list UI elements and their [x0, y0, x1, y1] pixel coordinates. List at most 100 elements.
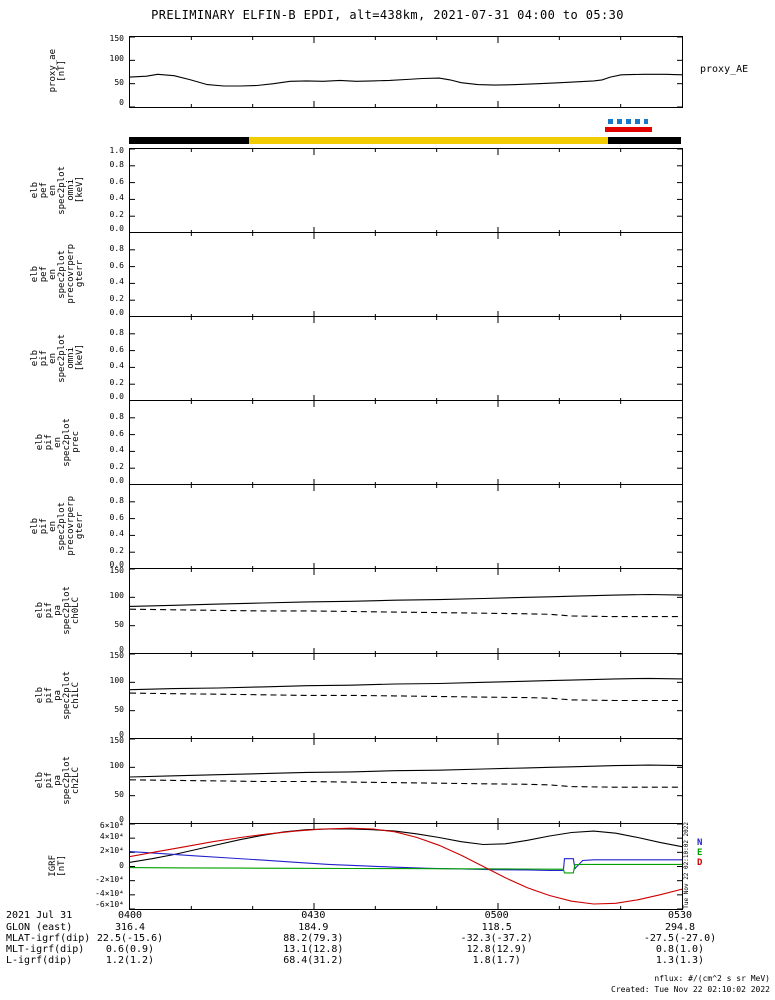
y-axis-title-line: [keV] — [75, 176, 85, 204]
series-ch1lc_lower — [130, 692, 682, 702]
y-tick-label: 0.4 — [109, 445, 124, 455]
science-zone-bar — [129, 137, 681, 144]
panel-elb_pef_en_spec2plot_omni — [129, 148, 683, 234]
y-tick-label: 0.4 — [109, 277, 124, 287]
igrf-component-label-D: D — [697, 858, 703, 868]
series-igrf_total — [130, 828, 682, 863]
ephemeris-value: 316.4 — [114, 922, 146, 933]
ephemeris-value: 1.8(1.7) — [472, 955, 521, 966]
panel-elb_pif_en_spec2plot_omni — [129, 316, 683, 402]
y-tick-label: 0.6 — [109, 260, 124, 270]
y-tick-label: 50 — [114, 789, 124, 799]
y-tick-label: 0.0 — [109, 224, 124, 233]
y-tick-label: 0.4 — [109, 529, 124, 539]
y-axis-title-elb_pif_pa_spec2plot_ch0LC: elb pif pa spec2plot ch0LC — [28, 568, 88, 653]
y-tick-label: 0.8 — [109, 159, 124, 169]
x-tick-label: 0430 — [301, 910, 326, 921]
ephemeris-value: -27.5(-27.0) — [643, 933, 717, 944]
y-axis-title-proxy_ae: proxy_ae [nT] — [28, 36, 88, 106]
y-tick-label: -2×10⁴ — [95, 874, 124, 884]
y-tick-label: 0.8 — [109, 495, 124, 505]
y-tick-label: 150 — [109, 651, 124, 660]
y-tick-label: 100 — [109, 676, 124, 686]
ephemeris-value: 12.8(12.9) — [466, 944, 527, 955]
y-tick-label: 50 — [114, 619, 124, 629]
igrf-component-label-N: N — [697, 838, 703, 848]
y-axis-title-line: [nT] — [57, 854, 67, 877]
y-tick-label: 0.8 — [109, 243, 124, 253]
plot-title: PRELIMINARY ELFIN-B EPDI, alt=438km, 202… — [151, 8, 624, 22]
ephemeris-value: 184.9 — [298, 922, 329, 933]
y-tick-label: 50 — [114, 704, 124, 714]
ephemeris-row-label: L-igrf(dip) — [6, 955, 73, 966]
y-tick-label: 100 — [109, 761, 124, 771]
y-axis-title-elb_pef_en_spec2plot_precovrperp_gterr: elb pef en spec2plot precovrperp gterr — [28, 232, 88, 316]
y-tick-label: 0.8 — [109, 411, 124, 421]
panel-elb_pif_en_spec2plot_prec — [129, 400, 683, 486]
ephemeris-value: -32.3(-37.2) — [460, 933, 533, 944]
y-tick-label: 0.8 — [109, 327, 124, 337]
y-axis-title-line: [keV] — [75, 344, 85, 372]
y-tick-label: 0.0 — [109, 476, 124, 485]
y-tick-label: 100 — [109, 591, 124, 601]
ephemeris-row-label: MLT-igrf(dip) — [6, 944, 85, 955]
y-tick-label: 0.2 — [109, 462, 124, 472]
ephemeris-value: 294.8 — [664, 922, 696, 933]
ephemeris-value: 0.8(1.0) — [655, 944, 705, 955]
series-ch0lc_lower — [130, 608, 682, 618]
zone-segment-2 — [249, 137, 609, 144]
y-tick-label: 100 — [109, 54, 124, 64]
y-tick-label: 0.6 — [109, 344, 124, 354]
y-tick-label: 0.6 — [109, 176, 124, 186]
y-tick-label: 0.2 — [109, 546, 124, 556]
side-timestamp-text: Tue Nov 22 02:10:02 2022 — [683, 822, 690, 909]
y-axis-title-line: prec — [70, 431, 81, 453]
y-tick-label: 6×10⁴ — [99, 821, 124, 830]
y-tick-label: 150 — [109, 34, 124, 43]
y-tick-label: 0 — [119, 860, 124, 870]
x-tick-label: 0530 — [667, 910, 693, 921]
series-proxy_ae — [130, 73, 682, 87]
y-tick-label: 50 — [114, 77, 124, 87]
y-tick-label: 0.4 — [109, 193, 124, 203]
y-tick-label: 0 — [119, 730, 124, 739]
panel-elb_pef_en_spec2plot_precovrperp_gterr — [129, 232, 683, 318]
y-tick-label: 2×10⁴ — [99, 846, 124, 856]
zone-segment-1 — [129, 137, 250, 144]
panel-elb_pif_pa_spec2plot_ch2LC — [129, 738, 683, 825]
ephemeris-value: 88.2(79.3) — [283, 933, 344, 944]
series-ch0lc_upper — [130, 593, 682, 607]
y-axis-title-elb_pif_en_spec2plot_prec: elb pif en spec2plot prec — [28, 400, 88, 484]
y-tick-label: 1.0 — [109, 146, 124, 155]
y-tick-label: 4×10⁴ — [99, 832, 124, 842]
panel-igrf — [129, 823, 683, 910]
y-tick-label: 0.2 — [109, 294, 124, 304]
series-ch2lc_lower — [130, 779, 682, 788]
y-axis-title-elb_pif_pa_spec2plot_ch1LC: elb pif pa spec2plot ch1LC — [28, 653, 88, 738]
science-zone-marker-solid — [605, 127, 652, 132]
y-axis-title-elb_pef_en_spec2plot_omni: elb pef en spec2plot omni [keV] — [28, 148, 88, 232]
y-axis-title-elb_pif_en_spec2plot_precovrperp_gterr: elb pif en spec2plot precovrperp gterr — [28, 484, 88, 568]
y-tick-label: 150 — [109, 566, 124, 575]
y-axis-title-line: ch2LC — [70, 766, 81, 795]
zone-segment-3 — [608, 137, 681, 144]
series-ch1lc_upper — [130, 677, 682, 691]
y-tick-label: 0 — [119, 815, 124, 824]
date-label: 2021 Jul 31 — [6, 910, 73, 921]
series-igrf_e — [130, 863, 682, 874]
y-axis-title-elb_pif_en_spec2plot_omni: elb pif en spec2plot omni [keV] — [28, 316, 88, 400]
x-tick-label: 0400 — [117, 910, 143, 921]
y-tick-label: 0.0 — [109, 560, 124, 569]
y-tick-label: 0.6 — [109, 512, 124, 522]
y-tick-label: 0.0 — [109, 308, 124, 317]
footer-nflux-units: nflux: #/(cm^2 s sr MeV) — [654, 974, 770, 983]
y-tick-label: 0.2 — [109, 210, 124, 220]
panel-elb_pif_en_spec2plot_precovrperp_gterr — [129, 484, 683, 570]
y-axis-title-igrf: IGRF [nT] — [28, 823, 88, 908]
science-zone-marker-dashed — [607, 119, 649, 124]
y-tick-label: 0.0 — [109, 392, 124, 401]
ephemeris-value: 0.6(0.9) — [105, 944, 155, 955]
y-axis-title-line: ch0LC — [70, 596, 81, 625]
y-axis-title-line: gterr — [75, 260, 85, 288]
